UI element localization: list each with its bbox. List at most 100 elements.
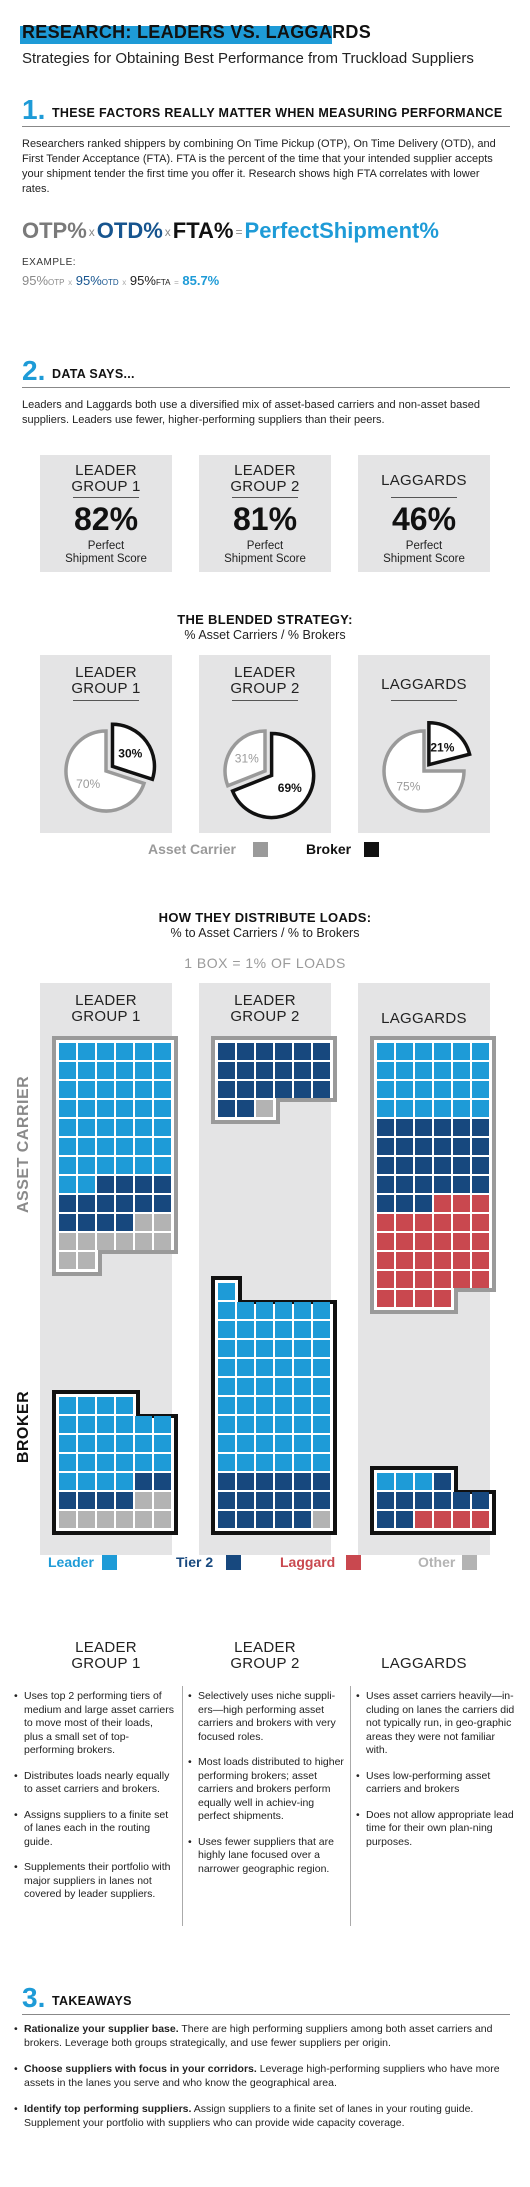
load-box-leader xyxy=(154,1119,171,1136)
load-box-leader xyxy=(59,1138,76,1155)
load-box-leader xyxy=(218,1397,235,1414)
pie-slice-broker xyxy=(230,731,316,820)
load-box-leader xyxy=(78,1416,95,1433)
load-box-leader xyxy=(237,1378,254,1395)
load-box-tier-2 xyxy=(434,1492,451,1509)
load-box-laggard xyxy=(472,1271,489,1288)
load-box-leader xyxy=(453,1062,470,1079)
load-box-tier-2 xyxy=(237,1511,254,1528)
load-box-laggard xyxy=(434,1271,451,1288)
load-box-leader xyxy=(415,1043,432,1060)
score-label: Perfect Shipment Score xyxy=(383,540,465,565)
load-box-leader xyxy=(78,1119,95,1136)
list-item: Selectively uses niche suppli-ers—high p… xyxy=(188,1690,346,1744)
load-box-tier-2 xyxy=(154,1473,171,1490)
load-box-other xyxy=(135,1511,152,1528)
load-box-laggard xyxy=(415,1290,432,1307)
load-box-leader xyxy=(97,1062,114,1079)
legend-asset-carrier-label: Asset Carrier xyxy=(148,841,236,857)
load-box-leader xyxy=(116,1416,133,1433)
load-box-leader xyxy=(135,1043,152,1060)
load-box-tier-2 xyxy=(377,1492,394,1509)
load-box-tier-2 xyxy=(294,1081,311,1098)
load-box-leader xyxy=(59,1100,76,1117)
load-box-other xyxy=(116,1233,133,1250)
load-box-leader xyxy=(59,1043,76,1060)
load-box-leader xyxy=(434,1100,451,1117)
load-box-tier-2 xyxy=(78,1195,95,1212)
load-box-leader xyxy=(313,1454,330,1471)
load-box-leader xyxy=(256,1302,273,1319)
load-box-tier-2 xyxy=(472,1157,489,1174)
pie-slice-asset-carrier xyxy=(223,729,267,788)
load-box-leader xyxy=(116,1081,133,1098)
load-box-tier-2 xyxy=(256,1511,273,1528)
load-box-laggard xyxy=(453,1511,470,1528)
load-box-tier-2 xyxy=(434,1157,451,1174)
load-box-tier-2 xyxy=(78,1214,95,1231)
load-box-tier-2 xyxy=(97,1195,114,1212)
load-box-tier-2 xyxy=(237,1473,254,1490)
load-box-leader xyxy=(97,1397,114,1414)
takeaways-list: Rationalize your supplier base. There ar… xyxy=(14,2022,514,2142)
load-distribution-grid xyxy=(52,1036,496,1535)
load-box-other xyxy=(97,1511,114,1528)
section-3-title: TAKEAWAYS xyxy=(52,1994,132,2008)
load-box-other xyxy=(135,1214,152,1231)
score-value: 81% xyxy=(232,501,298,537)
load-box-leader xyxy=(116,1473,133,1490)
example-equals: = xyxy=(174,278,179,287)
load-box-tier-2 xyxy=(294,1511,311,1528)
card-title: LEADER GROUP 1 xyxy=(71,992,141,1025)
load-box-leader xyxy=(218,1454,235,1471)
pie-label-broker: 21% xyxy=(430,740,454,754)
load-box-leader xyxy=(218,1321,235,1338)
load-box-leader xyxy=(218,1340,235,1357)
load-box-leader xyxy=(97,1473,114,1490)
load-box-leader xyxy=(59,1435,76,1452)
load-box-laggard xyxy=(396,1252,413,1269)
list-item: Does not allow appropriate lead time for… xyxy=(356,1809,516,1850)
example-label: EXAMPLE: xyxy=(22,257,77,268)
legend-tier2-label: Tier 2 xyxy=(176,1554,214,1570)
load-box-leader xyxy=(135,1157,152,1174)
load-box-laggard xyxy=(396,1290,413,1307)
load-box-leader xyxy=(415,1473,432,1490)
load-box-tier-2 xyxy=(472,1176,489,1193)
formula-otp: OTP% xyxy=(22,218,87,243)
box-block-asset xyxy=(52,1036,178,1276)
load-box-laggard xyxy=(377,1233,394,1250)
load-box-leader xyxy=(78,1138,95,1155)
load-box-tier-2 xyxy=(313,1062,330,1079)
formula-result: PerfectShipment% xyxy=(244,218,439,243)
score-value: 46% xyxy=(391,501,457,537)
load-box-laggard xyxy=(434,1233,451,1250)
load-box-other xyxy=(78,1511,95,1528)
legend-other-swatch xyxy=(462,1555,477,1570)
box-block-broker xyxy=(52,1390,178,1535)
load-box-leader xyxy=(78,1397,95,1414)
load-box-leader xyxy=(135,1119,152,1136)
load-box-tier-2 xyxy=(377,1157,394,1174)
load-box-tier-2 xyxy=(396,1119,413,1136)
load-box-leader xyxy=(135,1081,152,1098)
load-box-leader xyxy=(78,1081,95,1098)
load-box-tier-2 xyxy=(59,1214,76,1231)
card-divider xyxy=(391,700,457,701)
card-title: LAGGARDS xyxy=(381,1010,467,1027)
load-box-tier-2 xyxy=(377,1511,394,1528)
load-box-leader xyxy=(154,1100,171,1117)
list-item: Assigns suppliers to a finite set of lan… xyxy=(14,1809,174,1850)
load-box-leader xyxy=(453,1100,470,1117)
card-title: LAGGARDS xyxy=(381,676,467,693)
load-box-tier-2 xyxy=(218,1100,235,1117)
load-box-tier-2 xyxy=(275,1062,292,1079)
load-box-leader xyxy=(294,1321,311,1338)
load-box-tier-2 xyxy=(313,1492,330,1509)
load-box-leader xyxy=(78,1473,95,1490)
load-box-tier-2 xyxy=(154,1195,171,1212)
blend-title: THE BLENDED STRATEGY: xyxy=(177,612,353,627)
load-box-leader xyxy=(275,1321,292,1338)
card-divider xyxy=(73,497,139,498)
section-1-body: Researchers ranked shippers by combining… xyxy=(22,138,496,195)
